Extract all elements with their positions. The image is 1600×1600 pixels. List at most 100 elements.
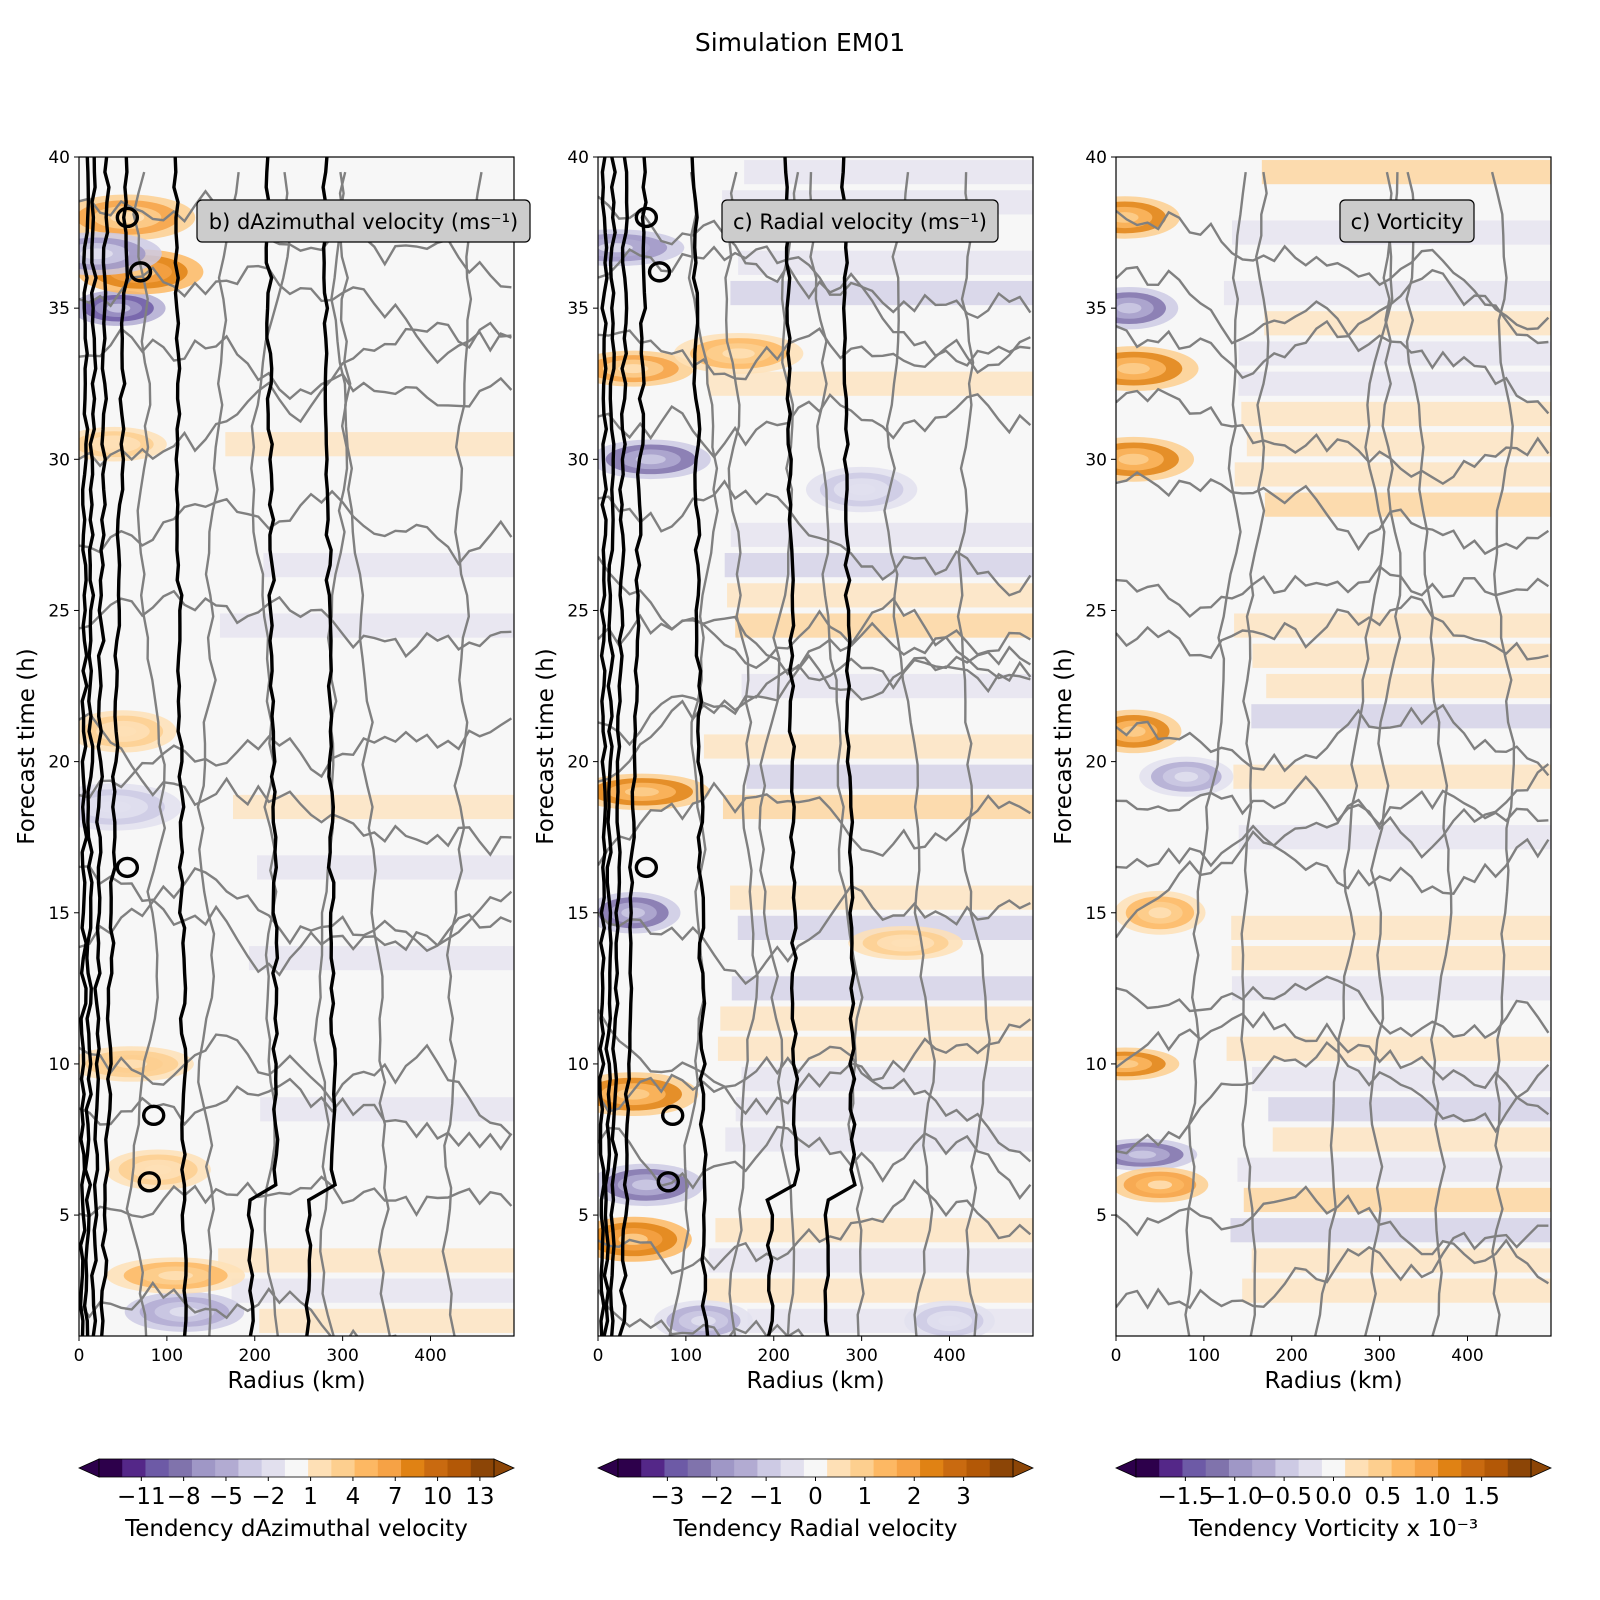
field-blob (632, 1179, 661, 1191)
colorbar-swatch (168, 1459, 193, 1477)
grey-contour (1116, 824, 1550, 895)
colorbar-swatch (1461, 1459, 1486, 1477)
panel-label: b) dAzimuthal velocity (ms⁻¹) (209, 210, 518, 234)
field-band (1264, 492, 1551, 517)
y-tick-label: 40 (1085, 148, 1107, 168)
grey-contour (196, 171, 240, 1336)
grey-contour (125, 171, 167, 1336)
field-band (1238, 341, 1551, 366)
grey-contour (79, 717, 513, 799)
grey-contour (1490, 171, 1516, 1336)
panel-label: c) Vorticity (1351, 210, 1464, 234)
black-contour (608, 157, 629, 1336)
colorbar-swatch (1345, 1459, 1369, 1477)
field-band (1243, 1187, 1551, 1213)
field-band (731, 976, 1033, 1001)
colorbar: −1.5−1.0−0.5 0.0 0.5 1.0 1.5 Tendency Vortici… (1115, 1458, 1552, 1542)
black-contour (172, 157, 188, 1336)
black-contour (602, 157, 617, 1336)
field-blob (109, 726, 137, 737)
grey-contour (598, 1008, 1032, 1116)
grey-contour (1116, 471, 1550, 556)
field-band (1252, 643, 1551, 668)
figure-title: Simulation EM01 (694, 28, 906, 57)
colorbar-tick-label: 1.0 (1414, 1484, 1451, 1510)
field-band (715, 1218, 1033, 1243)
grey-contour (1314, 172, 1399, 1336)
field-blob (1148, 907, 1172, 919)
colorbar-swatch (1484, 1459, 1509, 1477)
plot-area (598, 157, 1033, 1336)
colorbar-swatch (618, 1459, 642, 1477)
grey-contour (1116, 1011, 1550, 1116)
colorbar-tick-label: 3 (956, 1484, 971, 1510)
colorbar-tick-label: −8 (167, 1484, 201, 1510)
black-contour (99, 157, 130, 1336)
field-band (231, 1278, 514, 1303)
grey-contour (1405, 171, 1453, 1336)
grey-contour (598, 621, 1031, 747)
colorbar-swatch (920, 1459, 944, 1477)
field-band (746, 764, 1033, 789)
grey-contour (1116, 763, 1550, 859)
grey-contour (1184, 171, 1247, 1336)
colorbar-swatch (780, 1459, 805, 1477)
field-band (738, 250, 1033, 275)
field-band (730, 885, 1033, 910)
y-tick-label: 5 (578, 1206, 589, 1226)
colorbar-swatch (470, 1459, 495, 1477)
colorbar-swatch (215, 1459, 239, 1477)
black-contour-loop (660, 1104, 685, 1127)
grey-contour (79, 865, 513, 977)
field-band (225, 432, 514, 457)
colorbar-label: Tendency dAzimuthal velocity (124, 1516, 468, 1542)
field-blob (158, 1270, 194, 1281)
y-axis-label: Forecast time (h) (14, 648, 40, 844)
colorbar-tick-label: 1 (303, 1484, 318, 1510)
colorbar-swatch (238, 1459, 263, 1477)
x-tick-label: 400 (414, 1346, 446, 1366)
x-axis-label: Radius (km) (227, 1368, 365, 1394)
grey-contour (1116, 387, 1550, 486)
field-band (1231, 946, 1551, 971)
field-blob (1118, 453, 1149, 465)
colorbar-swatch (803, 1459, 828, 1477)
colorbar-swatch (447, 1459, 472, 1477)
y-tick-label: 5 (1096, 1206, 1107, 1226)
colorbar-swatch (641, 1459, 665, 1477)
colorbar-swatch (1391, 1459, 1416, 1477)
colorbar-tick-label: 0 (808, 1484, 823, 1510)
field-blob (691, 1315, 716, 1327)
colorbar-arrow-max (1530, 1458, 1552, 1478)
colorbar-swatch (1298, 1459, 1323, 1477)
black-contour (690, 157, 710, 1336)
field-blob (1128, 1150, 1157, 1159)
colorbar-swatch (710, 1459, 735, 1477)
y-tick-label: 40 (48, 148, 70, 168)
panel-label-box (721, 199, 999, 243)
x-tick-label: 300 (1363, 1346, 1395, 1366)
colorbar-tick-label: −2 (700, 1484, 734, 1510)
grey-contour (1116, 209, 1549, 345)
field-band (1231, 976, 1551, 1001)
y-tick-label: 10 (567, 1055, 589, 1075)
y-tick-label: 30 (1085, 450, 1107, 470)
y-tick-label: 35 (567, 299, 589, 319)
colorbar-swatch (191, 1459, 216, 1477)
y-tick-label: 25 (1085, 601, 1107, 621)
x-tick-label: 100 (1188, 1346, 1220, 1366)
x-tick-label: 200 (758, 1346, 790, 1366)
field-band (741, 673, 1033, 699)
grey-contour (1116, 703, 1550, 777)
y-tick-label: 10 (48, 1055, 70, 1075)
field-band (717, 1036, 1033, 1061)
field-blob (110, 211, 145, 224)
x-tick-label: 0 (74, 1346, 85, 1366)
field-band (1237, 1157, 1551, 1182)
field-blob (1117, 363, 1150, 375)
field-band (703, 734, 1033, 759)
y-tick-label: 20 (48, 753, 70, 773)
colorbar-swatch (1159, 1459, 1183, 1477)
colorbar-swatch (122, 1459, 146, 1477)
grey-contour (441, 171, 483, 1336)
